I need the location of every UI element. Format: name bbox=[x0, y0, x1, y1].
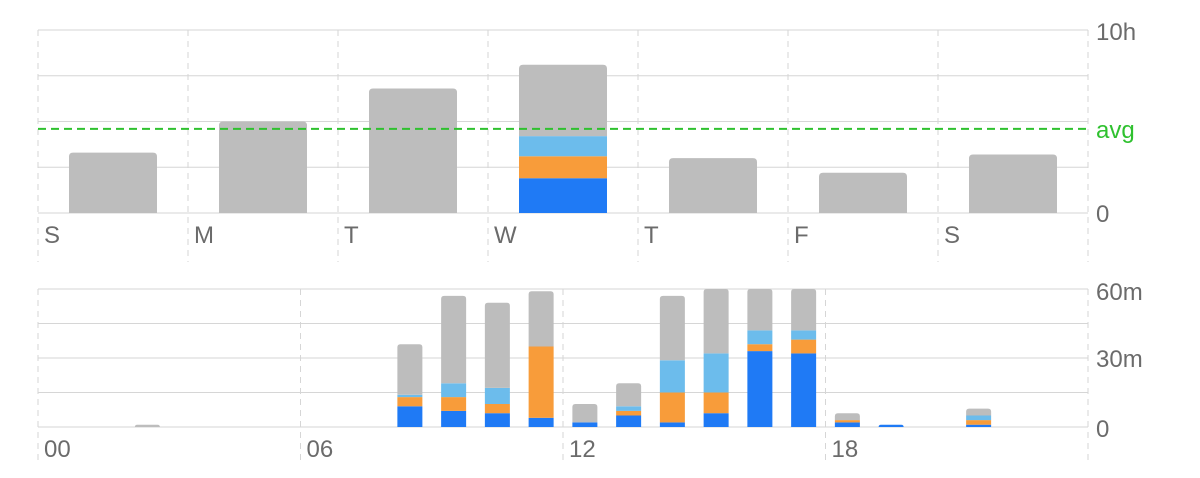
hour-bar-segment bbox=[484, 404, 510, 414]
hour-bar-segment bbox=[834, 420, 860, 423]
hour-bar-segment bbox=[659, 360, 685, 393]
hour-tick-labels: 00 06 12 18 bbox=[44, 436, 858, 463]
hour-bar-segment bbox=[528, 346, 554, 418]
hour-bar-segment bbox=[616, 415, 642, 427]
hour-bar-segment bbox=[878, 424, 904, 427]
hour-tick-label: 06 bbox=[307, 436, 334, 463]
week-day-label: F bbox=[794, 222, 809, 249]
week-bar-segment bbox=[969, 154, 1057, 213]
hour-bar-segment bbox=[441, 383, 467, 398]
hour-bar-segment bbox=[528, 291, 554, 347]
hour-bar-segment bbox=[616, 410, 642, 416]
hour-bar-segment bbox=[747, 351, 773, 427]
hour-bar-segment bbox=[791, 330, 817, 340]
hour-bar-segment bbox=[703, 289, 729, 354]
hour-bar-segment bbox=[397, 397, 423, 407]
hour-bar-segment bbox=[397, 406, 423, 427]
week-day-label: S bbox=[944, 222, 960, 249]
hour-bar-segment bbox=[703, 413, 729, 427]
hour-bar-segment bbox=[134, 424, 160, 427]
hour-bar-segment bbox=[484, 387, 510, 404]
hour-bar-segment bbox=[703, 392, 729, 414]
hour-bar-segment bbox=[659, 422, 685, 427]
hour-bar-segment bbox=[966, 408, 992, 416]
week-bar-segment bbox=[219, 121, 307, 213]
week-bar-segment bbox=[819, 172, 907, 213]
week-bar-segment bbox=[519, 178, 607, 213]
week-bar-segment bbox=[519, 156, 607, 179]
hour-tick-label: 18 bbox=[832, 436, 859, 463]
hour-y-tick-mid: 30m bbox=[1096, 346, 1143, 373]
hour-bar-segment bbox=[791, 353, 817, 427]
hour-bar-segment bbox=[616, 383, 642, 407]
hour-bar-segment bbox=[966, 415, 992, 421]
week-bar-segment bbox=[69, 152, 157, 213]
hour-bar-segment bbox=[659, 392, 685, 423]
hour-bar-segment bbox=[572, 422, 598, 427]
hour-bar-segment bbox=[966, 424, 992, 427]
hour-bar-segment bbox=[747, 344, 773, 352]
hour-bar-segment bbox=[441, 397, 467, 411]
hour-bar-segment bbox=[528, 417, 554, 427]
hour-bar-segment bbox=[834, 413, 860, 421]
week-bars bbox=[69, 64, 1057, 213]
week-day-label: T bbox=[344, 222, 359, 249]
hour-bar-segment bbox=[747, 330, 773, 345]
hour-bar-segment bbox=[441, 295, 467, 384]
hour-bar-segment bbox=[616, 406, 642, 411]
hour-tick-label: 00 bbox=[44, 436, 71, 463]
hour-bar-segment bbox=[747, 289, 773, 331]
hour-bar-segment bbox=[659, 295, 685, 361]
hour-y-tick-zero: 0 bbox=[1096, 416, 1109, 443]
hour-bar-segment bbox=[397, 394, 423, 398]
week-day-label: W bbox=[494, 222, 517, 249]
week-bar-segment bbox=[519, 136, 607, 157]
week-y-tick-zero: 0 bbox=[1096, 201, 1109, 228]
hour-bar-segment bbox=[791, 289, 817, 331]
hour-bar-segment bbox=[966, 420, 992, 425]
hour-bar-segment bbox=[791, 339, 817, 354]
week-y-tick-max: 10h bbox=[1096, 19, 1136, 46]
hour-bar-segment bbox=[397, 344, 423, 395]
hour-grid bbox=[37, 288, 1089, 465]
weekly-usage-chart: avg 10h 0 S M T W T F S bbox=[37, 19, 1136, 262]
hour-bars bbox=[134, 289, 992, 427]
hour-bar-segment bbox=[703, 353, 729, 393]
week-day-label: M bbox=[194, 222, 214, 249]
average-label: avg bbox=[1096, 117, 1135, 144]
week-bar-segment bbox=[369, 88, 457, 213]
hour-bar-segment bbox=[484, 302, 510, 388]
week-bar-segment bbox=[669, 158, 757, 213]
hour-tick-label: 12 bbox=[569, 436, 596, 463]
hour-bar-segment bbox=[441, 410, 467, 427]
hour-bar-segment bbox=[834, 422, 860, 427]
week-bar-segment bbox=[519, 64, 607, 137]
hour-bar-segment bbox=[484, 413, 510, 427]
hour-y-tick-max: 60m bbox=[1096, 279, 1143, 306]
week-day-label: S bbox=[44, 222, 60, 249]
hour-bar-segment bbox=[572, 404, 598, 423]
week-day-label: T bbox=[644, 222, 659, 249]
